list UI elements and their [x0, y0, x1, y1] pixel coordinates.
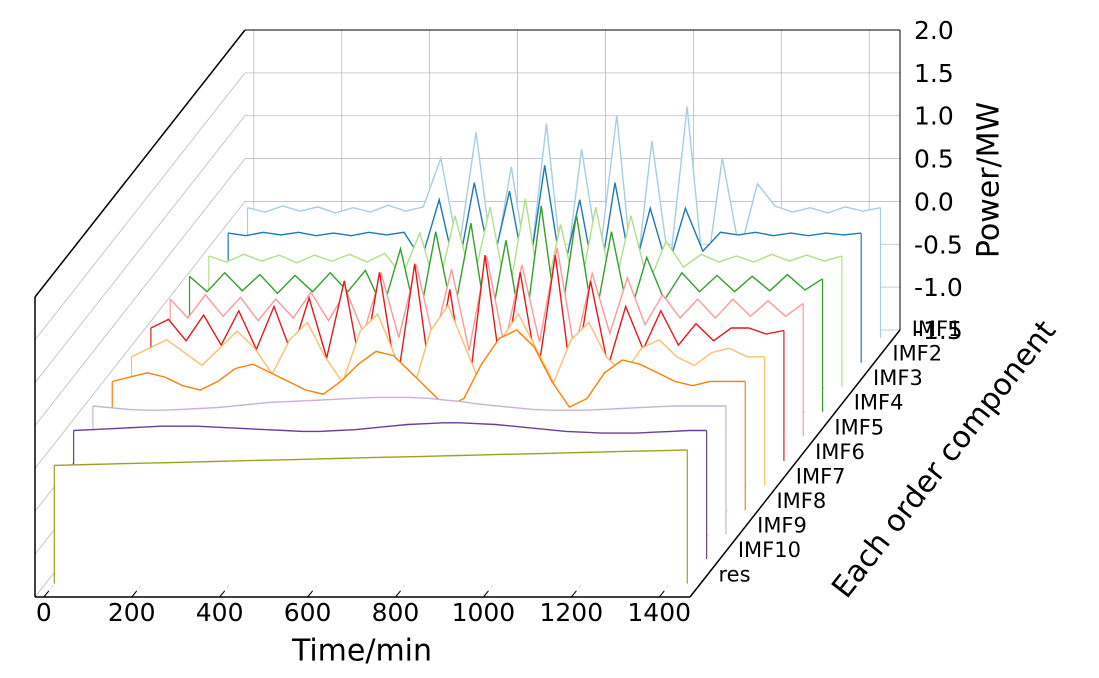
x-tick-label: 1400	[627, 598, 691, 627]
series-line	[189, 205, 823, 344]
series-line	[112, 329, 746, 408]
depth-tick-label: IMF4	[854, 391, 904, 415]
series-group	[53, 106, 882, 584]
x-tick	[131, 590, 138, 598]
series-line	[131, 303, 765, 394]
y-axis-title: Power/MW	[972, 102, 1007, 258]
x-tick-label: 800	[372, 598, 420, 627]
y-tick-label: -1.5	[914, 316, 963, 345]
depth-tick-label: res	[719, 563, 751, 587]
grid-line	[34, 72, 246, 341]
depth-tick-label: IMF5	[834, 415, 884, 439]
depth-tick-label: IMF3	[873, 366, 923, 390]
y-tick-label: -1.0	[914, 273, 963, 302]
y-tick-label: 1.5	[914, 59, 954, 88]
x-tick	[658, 590, 665, 598]
box-edge	[689, 329, 901, 598]
series-line	[54, 449, 688, 467]
series-line	[208, 198, 843, 311]
y-tick-label: -0.5	[914, 230, 963, 259]
y-tick-label: 0.0	[914, 187, 954, 216]
x-tick	[219, 590, 226, 598]
x-axis-title: Time/min	[291, 634, 432, 669]
depth-tick-label: IMF2	[892, 342, 942, 366]
grid-line	[34, 201, 246, 469]
depth-tick-label: IMF9	[757, 514, 807, 538]
depth-tick-label: IMF8	[776, 489, 826, 513]
depth-tick-label: IMF1	[912, 317, 962, 341]
box-edge	[34, 29, 246, 298]
box	[34, 29, 901, 598]
y-tick-label: 2.0	[914, 16, 954, 45]
x-tick-label: 0	[36, 598, 52, 627]
x-tick	[570, 590, 577, 598]
x-tick	[307, 590, 313, 598]
series-line	[92, 396, 726, 411]
depth-tick-label: IMF6	[815, 440, 865, 464]
series-line	[73, 422, 707, 434]
grid-line	[34, 115, 246, 383]
x-tick-label: 400	[196, 598, 244, 627]
y-tick-label: 0.5	[914, 145, 954, 174]
series-line	[228, 165, 862, 295]
x-tick	[483, 590, 489, 598]
x-tick-label: 600	[284, 598, 332, 627]
x-tick-label: 1000	[452, 598, 516, 627]
x-tick	[395, 590, 401, 598]
depth-tick-label: IMF7	[796, 464, 846, 488]
x-tick-label: 1200	[539, 598, 603, 627]
grid-line	[34, 158, 246, 426]
curtain	[54, 449, 688, 584]
depth-tick-label: IMF10	[738, 538, 801, 562]
x-tick	[43, 590, 50, 598]
x-tick-label: 200	[108, 598, 156, 627]
y-tick-label: 1.0	[914, 102, 954, 131]
series-line	[169, 247, 804, 351]
